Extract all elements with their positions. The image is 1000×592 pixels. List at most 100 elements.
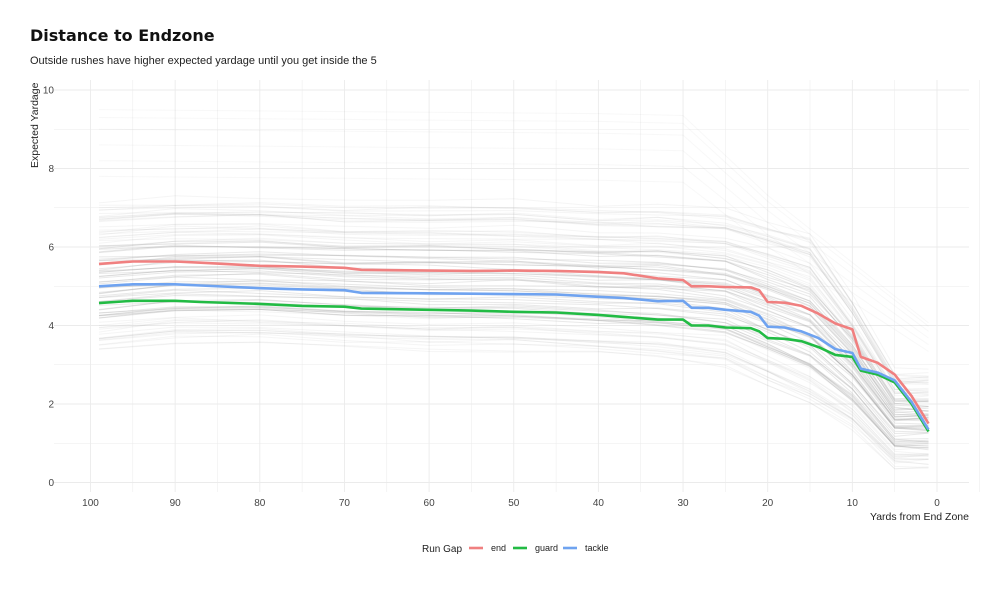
y-tick-label: 10: [43, 86, 55, 97]
x-tick-label: 10: [847, 498, 859, 509]
y-tick-label: 6: [48, 243, 54, 254]
legend-label-end: end: [491, 543, 506, 553]
legend-title: Run Gap: [422, 544, 462, 555]
background-line: [98, 333, 929, 465]
legend-label-tackle: tackle: [585, 543, 609, 553]
background-line: [98, 238, 929, 400]
background-line: [98, 255, 929, 413]
background-lines: [98, 109, 929, 470]
background-line: [98, 109, 929, 324]
background-line: [98, 329, 929, 458]
background-line: [98, 299, 929, 443]
background-line: [98, 206, 929, 378]
background-line: [98, 273, 929, 425]
y-tick-label: 0: [48, 478, 54, 489]
series-line-guard: [98, 299, 930, 433]
background-line: [98, 331, 929, 465]
background-line: [98, 233, 929, 397]
background-line: [98, 298, 929, 443]
series-line-end: [98, 260, 930, 425]
background-line: [98, 309, 929, 445]
background-line: [98, 211, 929, 380]
x-axis-label: Yards from End Zone: [870, 511, 969, 523]
background-line: [98, 213, 929, 385]
background-line: [98, 245, 929, 403]
background-line: [98, 276, 929, 427]
y-axis-label: Expected Yardage: [29, 82, 41, 168]
chart-title: Distance to Endzone: [30, 26, 215, 45]
background-line: [98, 319, 929, 456]
background-line: [98, 261, 929, 417]
background-line: [98, 319, 929, 457]
background-line: [98, 326, 929, 459]
background-line: [98, 205, 929, 380]
background-line: [98, 308, 929, 449]
background-line: [98, 266, 929, 420]
background-line: [98, 290, 929, 435]
background-line: [98, 230, 929, 395]
background-line: [98, 289, 929, 433]
x-tick-label: 40: [593, 498, 605, 509]
background-line: [98, 328, 929, 461]
background-line: [98, 202, 929, 377]
background-line: [98, 256, 929, 412]
background-line: [98, 213, 929, 385]
background-line: [98, 300, 929, 442]
background-line: [98, 239, 929, 403]
background-line: [98, 266, 929, 418]
background-line: [98, 319, 929, 457]
background-line: [98, 331, 929, 460]
background-line: [98, 307, 929, 447]
x-tick-label: 50: [508, 498, 520, 509]
background-line: [98, 322, 929, 456]
background-line: [98, 175, 929, 352]
background-line: [98, 270, 929, 422]
x-tick-label: 0: [934, 498, 940, 509]
background-line: [98, 241, 929, 403]
background-line: [98, 245, 929, 407]
background-line: [98, 314, 929, 451]
background-line: [98, 341, 929, 470]
background-line: [98, 266, 929, 418]
background-line: [98, 213, 929, 386]
x-axis-ticks: 100 90 80 70 60 50 40 30 20 10 0: [82, 498, 940, 509]
background-line: [98, 225, 929, 395]
background-line: [98, 256, 929, 411]
series-line-tackle: [98, 282, 930, 431]
legend-label-guard: guard: [535, 543, 558, 553]
chart-subtitle: Outside rushes have higher expected yard…: [30, 55, 377, 67]
series-lines: [98, 260, 930, 433]
y-tick-label: 2: [48, 400, 54, 411]
background-line: [98, 211, 929, 384]
background-line: [98, 272, 929, 420]
background-line: [98, 251, 929, 412]
y-tick-label: 8: [48, 164, 54, 175]
background-line: [98, 203, 929, 375]
legend: Run Gap end guard tackle: [422, 543, 609, 555]
background-line: [98, 212, 929, 383]
background-line: [98, 330, 929, 464]
background-line: [98, 160, 929, 346]
background-line: [98, 223, 929, 390]
background-line: [98, 341, 929, 470]
x-tick-label: 80: [254, 498, 266, 509]
background-line: [98, 283, 929, 431]
x-tick-label: 100: [82, 498, 99, 509]
y-tick-label: 4: [48, 321, 54, 332]
background-line: [98, 117, 929, 327]
background-line: [98, 293, 929, 437]
background-line: [98, 128, 929, 332]
x-tick-label: 30: [677, 498, 689, 509]
background-line: [98, 305, 929, 447]
background-line: [98, 308, 929, 446]
background-line: [98, 308, 929, 451]
x-tick-label: 60: [424, 498, 436, 509]
background-line: [98, 228, 929, 394]
x-tick-label: 70: [339, 498, 351, 509]
background-line: [98, 317, 929, 455]
x-tick-label: 90: [170, 498, 182, 509]
background-line: [98, 144, 929, 339]
background-line: [98, 244, 929, 405]
background-line: [98, 223, 929, 391]
